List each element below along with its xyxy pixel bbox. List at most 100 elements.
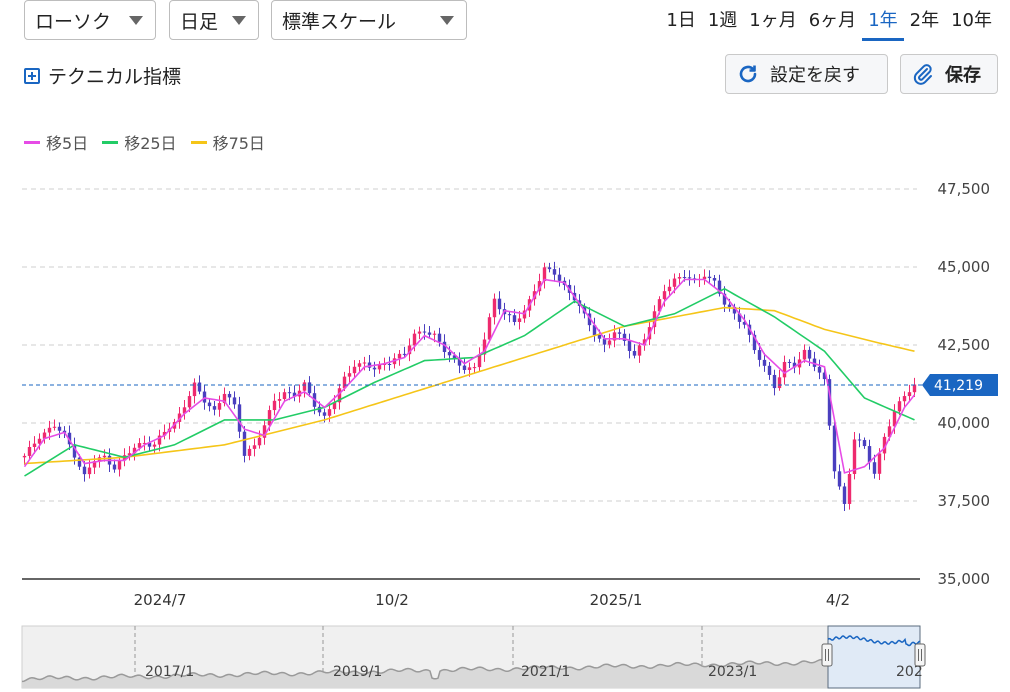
legend-item-ma25: 移25日: [102, 130, 177, 154]
candlestick: [592, 317, 597, 342]
candlestick: [347, 365, 352, 384]
navigator-history-line: [21, 658, 829, 683]
candlestick: [27, 440, 32, 460]
candlestick: [717, 274, 722, 297]
y-tick-label: 42,500: [938, 336, 991, 354]
candlestick: [867, 439, 872, 470]
navigator-x-tick-label: 202: [896, 664, 923, 680]
candlestick: [227, 391, 232, 405]
candlestick: [372, 361, 377, 377]
candlestick: [617, 327, 622, 340]
candlestick: [847, 468, 852, 510]
range-tab-2y[interactable]: 2年: [909, 10, 940, 31]
candlestick: [707, 270, 712, 284]
reset-settings-button[interactable]: 設定を戻す: [725, 54, 888, 94]
navigator-left-handle[interactable]: [821, 643, 833, 667]
candlestick: [37, 433, 42, 450]
candlestick: [247, 445, 252, 461]
legend-item-ma5: 移5日: [24, 130, 88, 154]
candlestick: [82, 461, 87, 482]
candlestick: [232, 391, 237, 409]
candlestick: [262, 420, 267, 445]
range-tab-1w[interactable]: 1週: [707, 10, 738, 31]
chevron-down-icon: [129, 16, 143, 25]
candlestick: [277, 392, 282, 409]
x-tick-label: 2024/7: [134, 591, 187, 609]
candlestick: [482, 332, 487, 362]
range-tab-1m[interactable]: 1ヶ月: [749, 10, 797, 31]
candlestick: [547, 262, 552, 273]
candlestick: [422, 324, 427, 340]
candlestick: [677, 273, 682, 286]
range-navigator[interactable]: 2017/1 2019/1 2021/1 2023/1 202: [0, 620, 1010, 692]
current-price-label: 41,219: [934, 378, 983, 394]
candlestick: [127, 446, 132, 461]
candlestick: [242, 426, 247, 463]
candlestick: [587, 307, 592, 332]
y-tick-label: 47,500: [938, 180, 991, 198]
candlestick: [642, 333, 647, 351]
candlestick: [457, 352, 462, 374]
navigator-right-handle[interactable]: [914, 643, 926, 667]
candlestick: [397, 349, 402, 366]
navigator-x-tick-label: 2023/1: [708, 664, 757, 680]
candlestick: [377, 361, 382, 374]
candlestick: [292, 385, 297, 402]
candlestick: [842, 482, 847, 511]
chart-type-value: ローソク: [35, 10, 112, 33]
candlestick: [362, 356, 367, 371]
navigator-x-tick-label: 2017/1: [145, 664, 194, 680]
range-tabs: 1日 1週 1ヶ月 6ヶ月 1年 2年 10年: [660, 6, 998, 41]
candlestick: [912, 377, 917, 398]
candlestick: [182, 399, 187, 420]
scale-select[interactable]: 標準スケール: [271, 0, 467, 40]
period-select[interactable]: 日足: [169, 0, 259, 40]
navigator-x-tick-label: 2021/1: [521, 664, 570, 680]
candlestick: [222, 387, 227, 407]
y-tick-label: 45,000: [938, 258, 991, 276]
candlestick: [857, 433, 862, 448]
candlestick: [32, 436, 37, 454]
candlestick: [282, 388, 287, 402]
price-chart[interactable]: 47,500 45,000 42,500 40,000 37,500 35,000 41,…: [0, 160, 1010, 610]
candlestick: [427, 325, 432, 338]
candlestick: [287, 386, 292, 401]
range-tab-1d[interactable]: 1日: [666, 10, 696, 31]
range-tab-1y[interactable]: 1年: [862, 6, 904, 41]
candlestick: [192, 378, 197, 404]
y-tick-label: 35,000: [938, 570, 991, 588]
candlestick: [102, 449, 107, 462]
chevron-down-icon: [440, 16, 454, 25]
y-axis-ticks: 47,500 45,000 42,500 40,000 37,500 35,000: [938, 180, 991, 588]
save-button[interactable]: 保存: [900, 54, 998, 94]
chart-type-select[interactable]: ローソク: [24, 0, 156, 40]
grid-lines: [22, 188, 917, 502]
range-tab-6m[interactable]: 6ヶ月: [808, 10, 857, 31]
chevron-down-icon: [232, 16, 246, 25]
candlestick: [417, 326, 422, 339]
candlestick: [697, 274, 702, 287]
candlestick: [202, 384, 207, 410]
candlestick: [607, 333, 612, 349]
navigator-history-area: [22, 659, 828, 688]
candlestick: [407, 338, 412, 362]
candlestick: [702, 269, 707, 285]
candlestick: [537, 273, 542, 296]
candlestick: [152, 441, 157, 453]
candlestick: [92, 455, 97, 475]
ma5-line: [23, 278, 916, 474]
candlestick: [112, 459, 117, 473]
technical-indicator-button[interactable]: テクニカル指標: [24, 62, 181, 89]
candlestick: [782, 355, 787, 385]
candlestick: [217, 395, 222, 417]
reset-settings-label: 設定を戻す: [770, 65, 860, 86]
candlestick: [542, 262, 547, 289]
range-tab-10y[interactable]: 10年: [951, 10, 992, 31]
candlestick: [352, 360, 357, 379]
candlesticks: [22, 261, 917, 511]
candlestick: [827, 374, 832, 430]
technical-indicator-label: テクニカル指標: [48, 66, 182, 88]
candlestick: [507, 311, 512, 323]
candlestick: [802, 344, 807, 363]
x-axis-ticks: 2024/7 10/2 2025/1 4/2: [134, 591, 850, 609]
